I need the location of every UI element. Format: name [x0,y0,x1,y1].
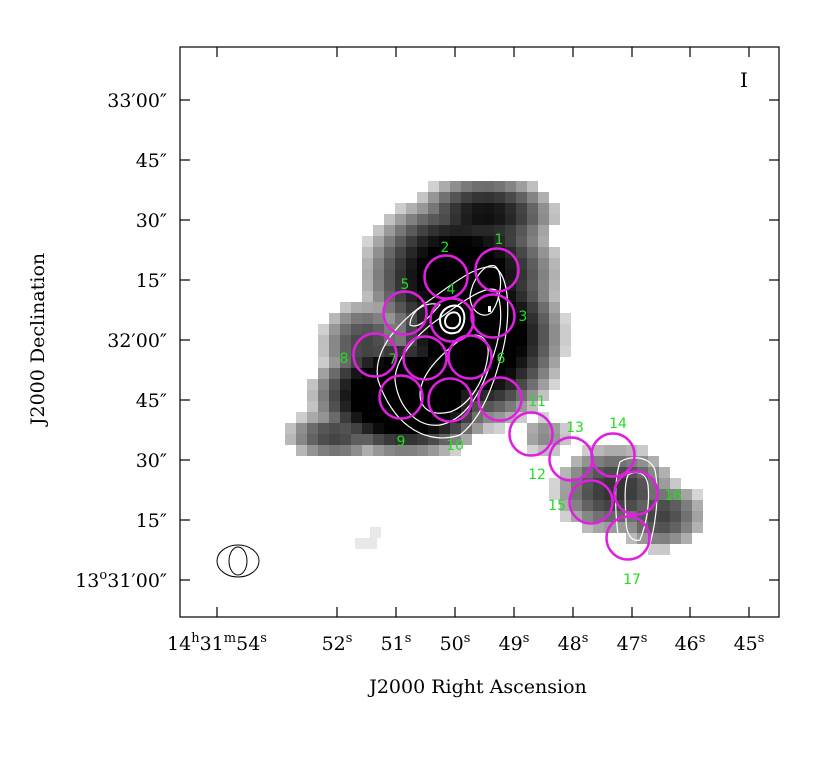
y-tick-label: 45″ [136,390,167,412]
region-circle-5 [382,290,428,336]
x-tick-label: 49s [499,631,530,655]
contour-line [394,288,502,426]
region-circle-10 [427,377,473,423]
contour-overlay [376,264,658,554]
x-tick-label: 14h31m54s [167,631,267,655]
region-circle-6 [447,334,493,380]
region-circle-8 [352,332,398,378]
y-tick-label: 32′00″ [107,330,167,352]
x-tick-label: 51s [381,631,412,655]
region-circle-9 [378,374,424,420]
x-axis-title: J2000 Right Ascension [367,676,587,698]
x-tick-label: 45s [734,631,765,655]
region-circle-14 [590,432,636,478]
y-tick-label: 15″ [136,270,167,292]
region-label-12: 12 [528,467,546,483]
region-circle-4 [429,297,475,343]
contour-line [615,457,658,554]
x-tick-label: 52s [322,631,353,655]
region-circle-17 [605,515,651,561]
region-circle-15 [568,479,614,525]
grayscale-intensity-map [285,181,703,555]
contour-peak [488,306,491,312]
y-tick-label: 13o31′00″ [75,568,167,592]
region-label-5: 5 [401,277,410,293]
y-tick-label: 30″ [136,210,167,232]
contour-line [419,334,489,414]
region-label-11: 11 [528,394,546,410]
region-circle-16 [613,470,659,516]
y-tick-label: 15″ [136,510,167,532]
region-circle-12 [508,411,554,457]
y-tick-labels: 33′00″ 45″ 30″ 15″ 32′00″ 45″ 30″ 15″ 13o31′00″ [75,90,167,592]
region-label-14: 14 [609,416,627,432]
y-tick-label: 33′00″ [107,90,167,112]
contour-line [469,264,502,316]
x-tick-label: 48s [558,631,589,655]
y-tick-label: 45″ [136,150,167,172]
region-circle-7 [402,335,448,381]
y-axis-title: J2000 Declination [27,253,49,427]
x-tick-labels: 14h31m54s 52s 51s 50s 49s 48s 47s 46s 45s [167,631,764,655]
region-label-6: 6 [497,351,506,367]
region-label-7: 7 [389,352,398,368]
contour-line [409,303,442,327]
contour-line [438,304,466,335]
region-label-9: 9 [397,434,406,450]
x-tick-label: 46s [675,631,706,655]
frame-border [179,46,780,618]
contour-line [443,311,462,330]
region-label-15: 15 [548,498,566,514]
plot-frame [179,46,780,618]
region-label-17: 17 [623,572,641,588]
region-label-16: 16 [664,488,682,504]
region-label-10: 10 [446,438,464,454]
y-tick-label: 30″ [136,450,167,472]
region-label-2: 2 [441,240,450,256]
contour-line [624,471,650,541]
panel-label: I [740,68,748,92]
region-label-3: 3 [519,309,528,325]
beam-ellipse-icon [216,544,260,578]
region-label-8: 8 [340,351,349,367]
region-label-13: 13 [566,420,584,436]
x-tick-label: 47s [617,631,648,655]
region-circle-3 [470,293,516,339]
region-label-1: 1 [495,232,504,248]
region-label-4: 4 [447,282,456,298]
region-circle-11 [477,376,523,422]
region-circle-1 [474,247,520,293]
x-tick-label: 50s [440,631,471,655]
